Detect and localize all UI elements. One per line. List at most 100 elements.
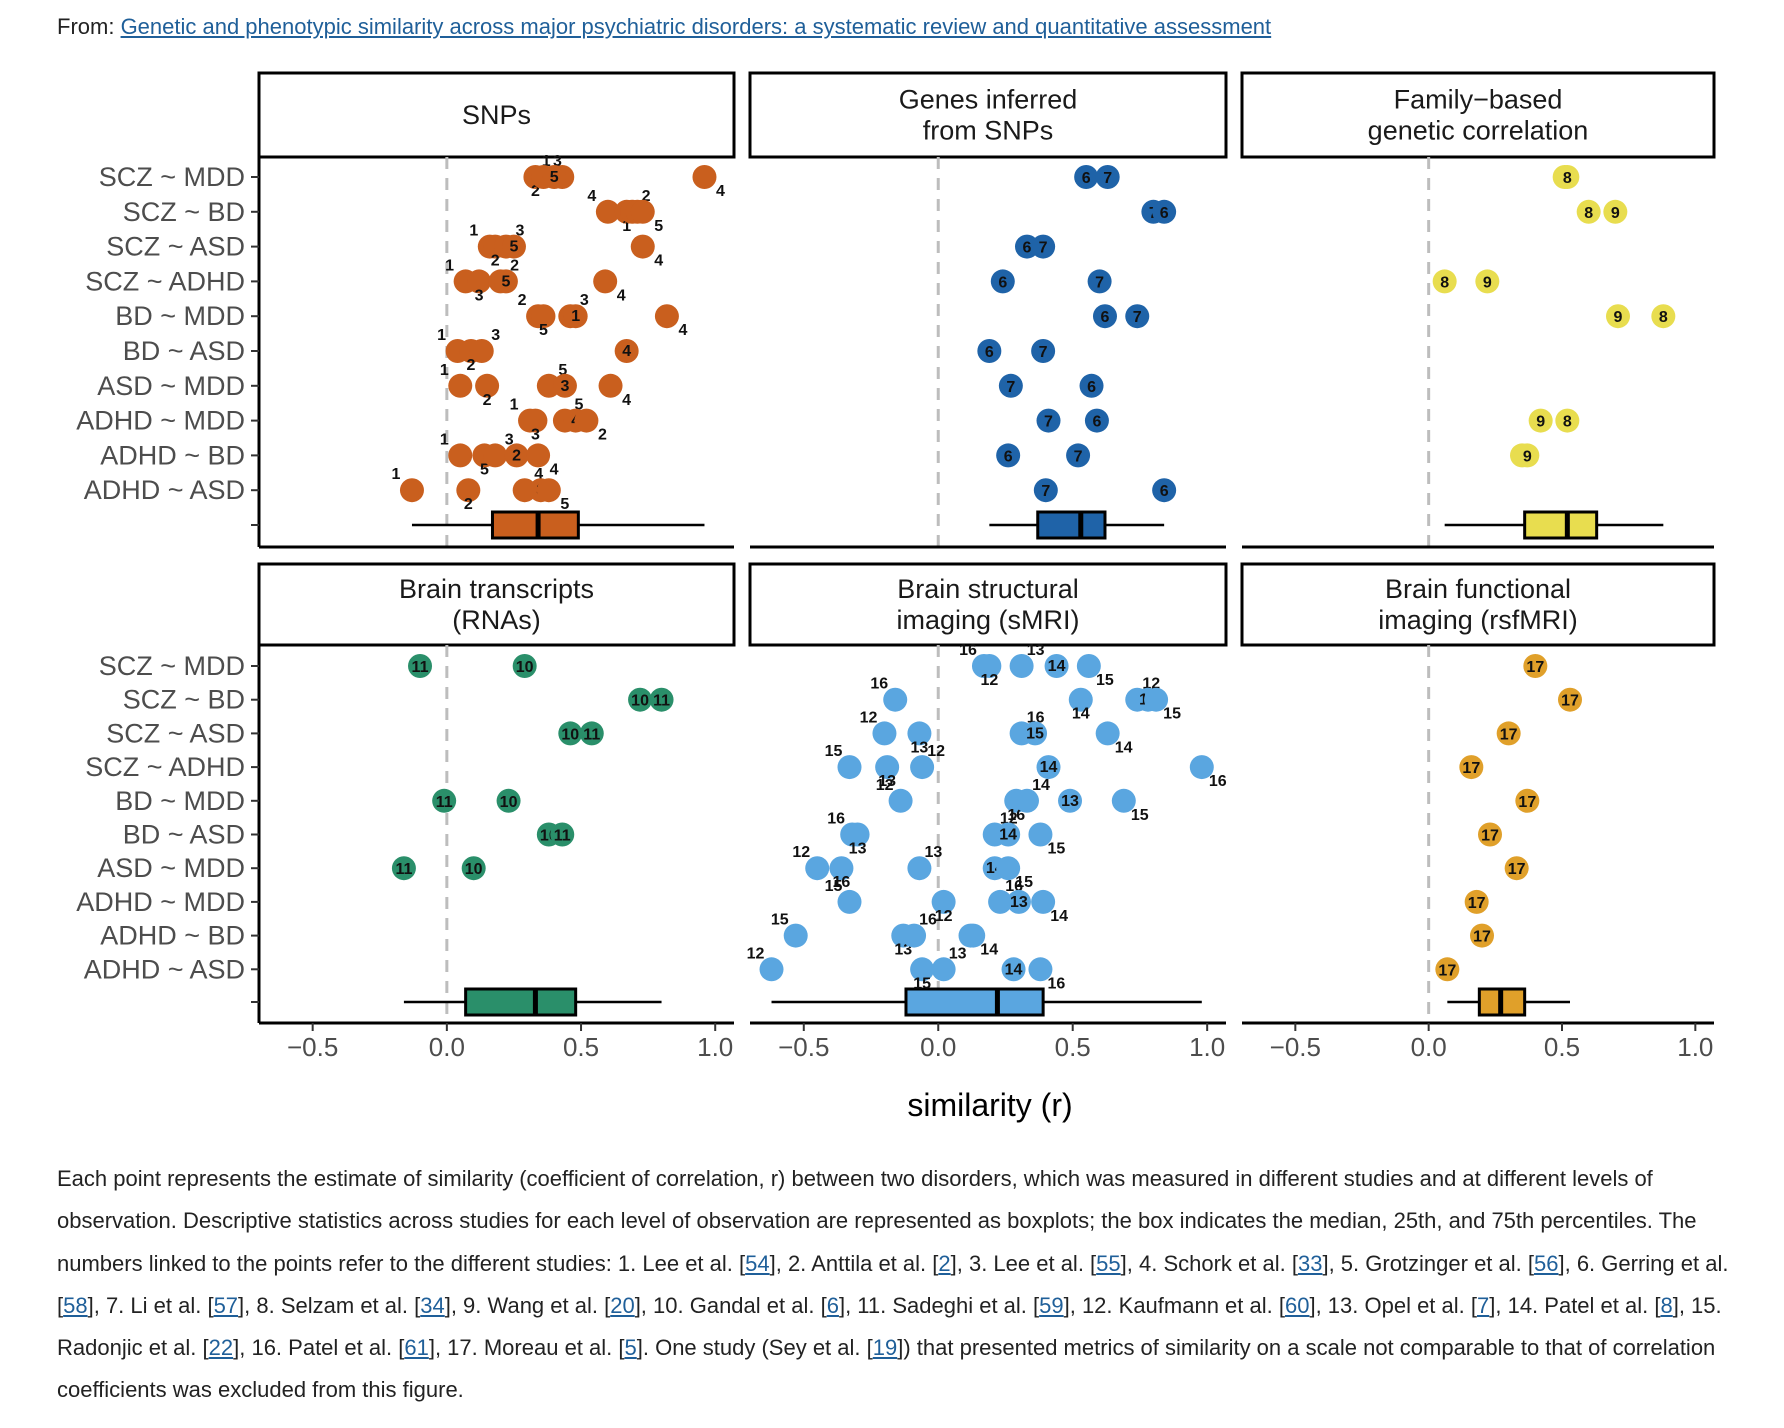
- data-point: [759, 957, 784, 982]
- point-study-label: 4: [617, 287, 626, 304]
- reference-link[interactable]: 59: [1039, 1292, 1064, 1318]
- caption-text: ], 17. Moreau et al. [: [428, 1335, 625, 1361]
- data-point: [1528, 408, 1553, 433]
- point-study-label: 6: [1160, 205, 1169, 222]
- point-study-label: 3: [505, 431, 514, 448]
- data-point: [872, 721, 897, 746]
- data-point: [931, 957, 956, 982]
- facet-title: Brain functional: [1385, 574, 1571, 604]
- reference-link[interactable]: 54: [745, 1250, 770, 1276]
- point-study-label: 1: [445, 257, 454, 274]
- y-tick-label: ASD ~ MDD: [97, 853, 245, 883]
- data-point: [448, 373, 473, 398]
- data-point: [907, 721, 932, 746]
- reference-link[interactable]: 7: [1477, 1292, 1490, 1318]
- data-point: [1496, 721, 1521, 746]
- data-point: [531, 304, 556, 329]
- point-study-label: 5: [574, 397, 583, 414]
- reference-link[interactable]: 33: [1297, 1250, 1323, 1276]
- point-study-label: 3: [491, 327, 500, 344]
- y-tick-label: SCZ ~ MDD: [99, 162, 245, 192]
- point-study-label: 3: [580, 292, 589, 309]
- point-study-label: 17: [1462, 760, 1480, 777]
- reference-link[interactable]: 57: [213, 1292, 239, 1318]
- reference-link[interactable]: 60: [1284, 1292, 1310, 1318]
- caption-text: ], 13. Opel et al. [: [1309, 1292, 1477, 1318]
- facet-strip: [257, 562, 736, 647]
- y-tick-label: ADHD ~ BD: [100, 440, 245, 470]
- reference-link[interactable]: 20: [610, 1292, 635, 1318]
- reference-link[interactable]: 8: [1660, 1292, 1673, 1318]
- data-point: [1095, 165, 1120, 189]
- data-point: [883, 687, 908, 712]
- point-study-label: 6: [1004, 448, 1013, 465]
- facet-strip: [1240, 562, 1716, 647]
- data-point: [448, 443, 473, 468]
- point-study-label: 17: [1561, 693, 1579, 710]
- reference-link[interactable]: 58: [63, 1292, 88, 1318]
- reference-link[interactable]: 19: [872, 1335, 898, 1361]
- data-point: [1152, 478, 1177, 503]
- reference-link[interactable]: 55: [1096, 1250, 1121, 1276]
- reference-link[interactable]: 6: [826, 1292, 839, 1318]
- data-point: [542, 165, 567, 189]
- point-study-label: 8: [1563, 170, 1572, 187]
- point-study-label: 2: [483, 392, 492, 409]
- data-point: [1092, 304, 1117, 329]
- point-study-label: 14: [1005, 961, 1023, 978]
- point-study-label: 1: [510, 397, 519, 414]
- data-point: [1031, 234, 1056, 259]
- reference-link[interactable]: 61: [404, 1335, 429, 1361]
- facet-panel: Brain transcripts(RNAs) −0.5 0.0 0.5 1.0 SCZ …: [76, 562, 736, 1062]
- point-study-label: 14: [1032, 777, 1050, 794]
- data-point: [1076, 654, 1101, 678]
- data-point: [408, 654, 433, 678]
- point-study-label: 6: [1023, 240, 1032, 257]
- reference-link[interactable]: 22: [208, 1335, 234, 1361]
- data-point: [493, 269, 518, 294]
- point-study-label: 6: [1082, 170, 1091, 187]
- reference-link[interactable]: 5: [624, 1335, 637, 1361]
- point-study-label: 7: [1041, 483, 1050, 500]
- data-point: [1152, 199, 1177, 224]
- data-point: [783, 923, 808, 948]
- point-study-label: 5: [509, 239, 518, 256]
- reference-link[interactable]: 2: [938, 1250, 951, 1276]
- data-point: [614, 339, 639, 363]
- caption-text: ], 5. Grotzinger et al. [: [1322, 1250, 1534, 1276]
- data-point: [1058, 788, 1083, 813]
- data-point: [649, 687, 674, 712]
- caption-text: ], 6. Gerring et al. [: [57, 1250, 1729, 1318]
- data-point: [1087, 269, 1112, 294]
- caption-text: ], 16. Patel et al. [: [233, 1335, 405, 1361]
- y-tick-label: SCZ ~ ADHD: [85, 266, 245, 296]
- data-point: [1464, 889, 1489, 914]
- point-study-label: 7: [1039, 344, 1048, 361]
- data-point: [845, 822, 870, 847]
- point-study-label: 3: [560, 378, 569, 395]
- point-study-label: 12: [747, 945, 765, 962]
- reference-link[interactable]: 34: [420, 1292, 445, 1318]
- y-tick-label: ADHD ~ ASD: [84, 475, 245, 505]
- facet-title: from SNPs: [923, 116, 1054, 146]
- caption-text: ], 12. Kaufmann et al. [: [1063, 1292, 1285, 1318]
- article-link[interactable]: Genetic and phenotypic similarity across…: [120, 14, 1272, 39]
- point-study-label: 4: [587, 188, 596, 205]
- point-study-label: 11: [412, 659, 429, 676]
- data-point: [1576, 199, 1601, 224]
- data-point: [1028, 822, 1053, 847]
- point-study-label: 1: [571, 308, 580, 325]
- caption-text: ], 15. Radonjic et al. [: [57, 1292, 1722, 1361]
- point-study-label: 10: [500, 794, 518, 811]
- point-study-label: 8: [1659, 309, 1668, 326]
- data-point: [1111, 788, 1136, 813]
- point-study-label: 9: [1536, 414, 1545, 431]
- point-study-label: 14: [1072, 706, 1090, 723]
- caption-text: Each point represents the estimate of si…: [57, 1166, 1697, 1276]
- data-point: [1028, 957, 1053, 982]
- y-tick-label: SCZ ~ BD: [123, 685, 245, 715]
- facet-title: Genes inferred: [899, 85, 1078, 115]
- reference-link[interactable]: 56: [1534, 1250, 1559, 1276]
- data-point: [628, 687, 653, 712]
- point-study-label: 15: [1015, 874, 1033, 891]
